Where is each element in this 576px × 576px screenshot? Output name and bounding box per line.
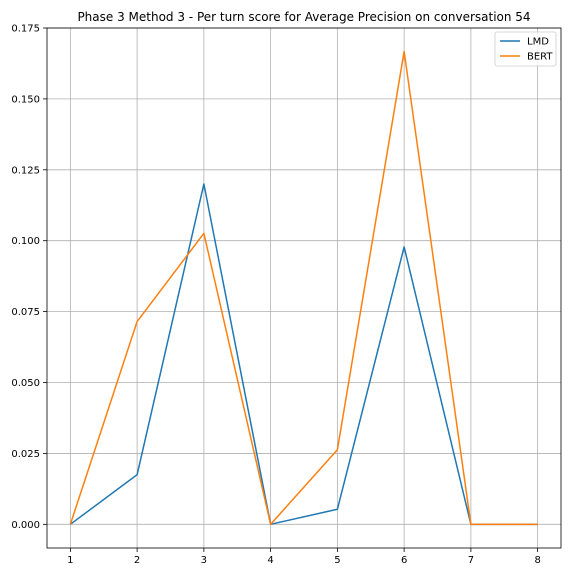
series-lines: [69, 50, 538, 526]
x-tick-label: 3: [201, 555, 207, 566]
x-tick-label: 6: [401, 555, 407, 566]
legend: LMD BERT: [494, 31, 557, 67]
series-line-lmd: [69, 183, 538, 526]
x-tick-label: 4: [267, 555, 273, 566]
y-tick-label: 0.100: [11, 236, 40, 247]
plot-frame: [46, 27, 562, 549]
x-tick-label: 5: [334, 555, 340, 566]
y-tick-label: 0.000: [11, 520, 40, 531]
x-tick-label: 1: [67, 555, 73, 566]
y-tick-label: 0.150: [11, 94, 40, 105]
y-tick-label: 0.050: [11, 378, 40, 389]
axis-ticks: 1 2 3 4 5 6 7 8 0.000 0.025 0.050 0.075 0.100 0.125 0.…: [11, 24, 540, 567]
x-tick-label: 8: [534, 555, 540, 566]
grid-lines: [47, 27, 561, 548]
y-tick-label: 0.175: [11, 24, 40, 35]
legend-label-lmd: LMD: [527, 37, 549, 48]
y-tick-label: 0.125: [11, 165, 40, 176]
chart-title: Phase 3 Method 3 - Per turn score for Av…: [77, 10, 530, 24]
y-tick-label: 0.025: [11, 449, 40, 460]
series-line-bert: [69, 50, 538, 526]
x-tick-label: 2: [134, 555, 140, 566]
legend-label-bert: BERT: [527, 52, 553, 63]
y-tick-label: 0.075: [11, 307, 40, 318]
x-tick-label: 7: [468, 555, 474, 566]
